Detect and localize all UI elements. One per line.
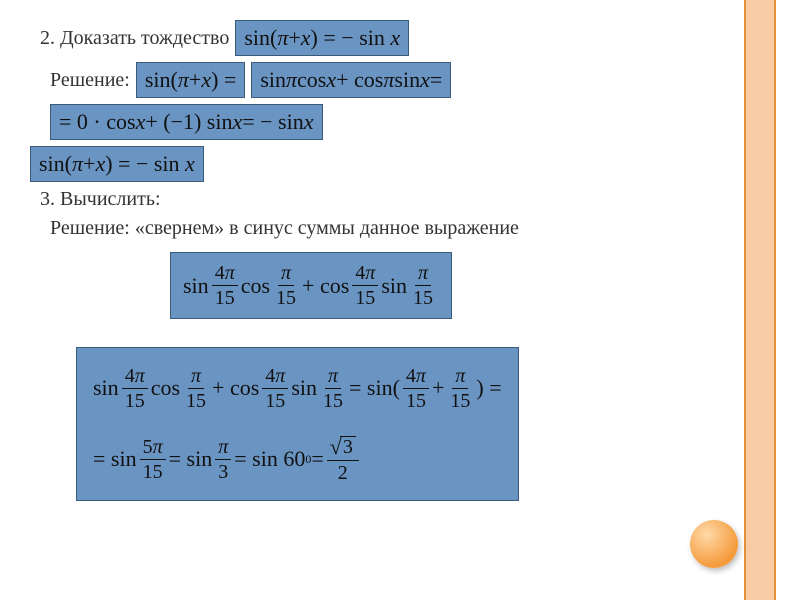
problem-2-label: 2. Доказать тождество (40, 27, 229, 50)
solution-label: Решение: (50, 69, 130, 92)
expr2-row: sin 4π15 cos π15 + cos 4π15 sin π15 = si… (76, 347, 740, 501)
problem-2-solution-row: Решение: sin( π + x ) = sin π cos x + co… (40, 62, 740, 98)
decor-stripe (746, 0, 774, 600)
expr1-row: sin 4π15 cos π15 + cos 4π15 sin π15 (170, 252, 740, 319)
slide-content: 2. Доказать тождество sin( π + x ) = − s… (40, 20, 740, 507)
problem-3-header: 3. Вычислить: (40, 188, 740, 211)
identity-box: sin( π + x ) = − sin x (235, 20, 409, 56)
problem-2-step3-row: = 0 · cos x + (−1) sin x = − sin x (40, 104, 740, 140)
problem-3-solution-label: Решение: «свернем» в синус суммы данное … (50, 217, 519, 240)
decor-stripe-line-right (774, 0, 776, 600)
step1-box: sin( π + x ) = (136, 62, 245, 98)
step4-box: sin( π + x ) = − sin x (30, 146, 204, 182)
problem-3-solution-label-row: Решение: «свернем» в синус суммы данное … (50, 217, 610, 240)
expr2-box: sin 4π15 cos π15 + cos 4π15 sin π15 = si… (76, 347, 519, 501)
step3-box: = 0 · cos x + (−1) sin x = − sin x (50, 104, 323, 140)
problem-2-header: 2. Доказать тождество sin( π + x ) = − s… (40, 20, 740, 56)
decor-stripe-line-left (744, 0, 746, 600)
step2-box: sin π cos x + cos π sin x = (251, 62, 451, 98)
problem-2-step4-row: sin( π + x ) = − sin x (30, 146, 740, 182)
problem-3-label: 3. Вычислить: (40, 188, 161, 211)
decor-circle (690, 520, 738, 568)
expr1-box: sin 4π15 cos π15 + cos 4π15 sin π15 (170, 252, 452, 319)
